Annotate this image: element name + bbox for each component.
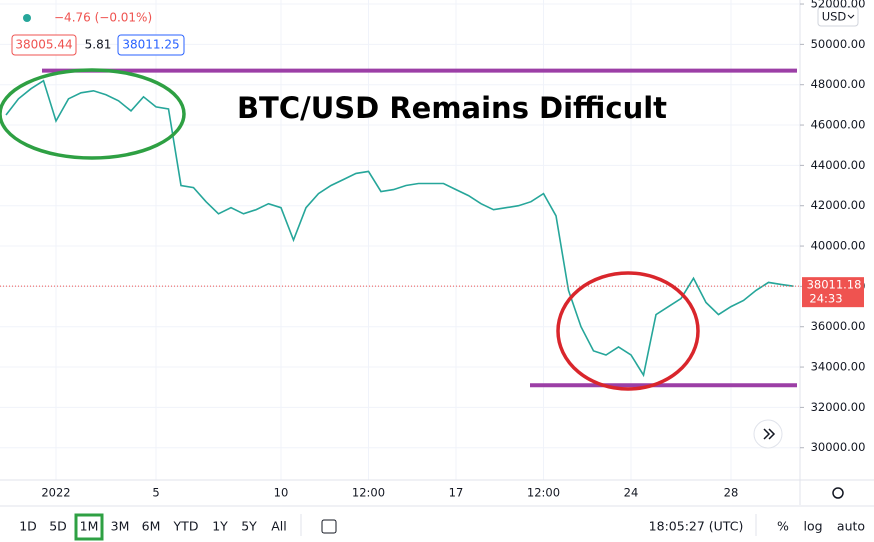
range-button[interactable]: 5D xyxy=(49,519,67,534)
y-tick-label: 42000.00 xyxy=(811,198,866,212)
price-line xyxy=(5,79,794,378)
x-tick-label: 12:00 xyxy=(352,486,385,500)
range-button[interactable]: 1Y xyxy=(212,519,228,534)
clock: 18:05:27 (UTC) xyxy=(649,519,744,534)
currency-select[interactable] xyxy=(817,6,859,27)
scroll-icon xyxy=(763,428,776,440)
bid: 38005.44 xyxy=(15,38,72,52)
x-tick-label: 2022 xyxy=(41,486,70,500)
chart-title: BTC/USD Remains Difficult xyxy=(237,91,667,125)
currency: USD xyxy=(822,10,847,24)
y-tick-label: 48000.00 xyxy=(811,77,866,91)
spread: 5.81 xyxy=(85,38,112,52)
y-tick-label: 30000.00 xyxy=(811,440,866,454)
range-button[interactable]: 1D xyxy=(19,519,37,534)
last-price-label: 38011.18 xyxy=(807,278,862,292)
range-button[interactable]: 3M xyxy=(111,519,130,534)
y-tick-label: 34000.00 xyxy=(811,360,866,374)
range-button[interactable]: All xyxy=(271,519,287,534)
x-tick-label: 24 xyxy=(624,486,639,500)
y-tick-label: 50000.00 xyxy=(811,37,866,51)
log-toggle[interactable]: log xyxy=(803,519,822,534)
range-button[interactable]: 1M xyxy=(80,519,99,534)
countdown: 24:33 xyxy=(809,292,842,306)
bid-box[interactable] xyxy=(11,34,77,56)
x-tick-label: 10 xyxy=(274,486,289,500)
y-tick-label: 36000.00 xyxy=(811,319,866,333)
x-tick-label: 12:00 xyxy=(527,486,560,500)
x-tick-label: 17 xyxy=(449,486,464,500)
selected-range xyxy=(74,513,104,541)
status-dot xyxy=(23,14,31,22)
y-tick-label: 44000.00 xyxy=(811,158,866,172)
range-button[interactable]: 6M xyxy=(142,519,161,534)
ask: 38011.25 xyxy=(122,38,179,52)
y-tick-label: 46000.00 xyxy=(811,118,866,132)
settings-icon[interactable] xyxy=(832,487,844,499)
ask-box[interactable] xyxy=(117,34,185,56)
y-tick-label: 40000.00 xyxy=(811,239,866,253)
highlight-circle xyxy=(0,68,186,160)
range-button[interactable]: YTD xyxy=(173,519,199,534)
auto-toggle[interactable]: auto xyxy=(837,519,865,534)
highlight-circle xyxy=(556,271,700,391)
dropdown-icon xyxy=(847,14,855,19)
plot xyxy=(0,68,800,388)
y-tick-label: 32000.00 xyxy=(811,400,866,414)
y-tick-label: 52000.00 xyxy=(811,0,866,11)
percent-toggle[interactable]: % xyxy=(777,519,789,534)
compare-icon[interactable] xyxy=(321,519,337,534)
change: −4.76 (−0.01%) xyxy=(54,11,152,25)
toolbar: 1D 5D 1M 3M 6M YTD 1Y 5Y All xyxy=(19,519,287,534)
x-tick-label: 5 xyxy=(152,486,159,500)
x-tick-label: 28 xyxy=(724,486,739,500)
last-price-tag xyxy=(802,277,864,308)
range-button[interactable]: 5Y xyxy=(241,519,257,534)
